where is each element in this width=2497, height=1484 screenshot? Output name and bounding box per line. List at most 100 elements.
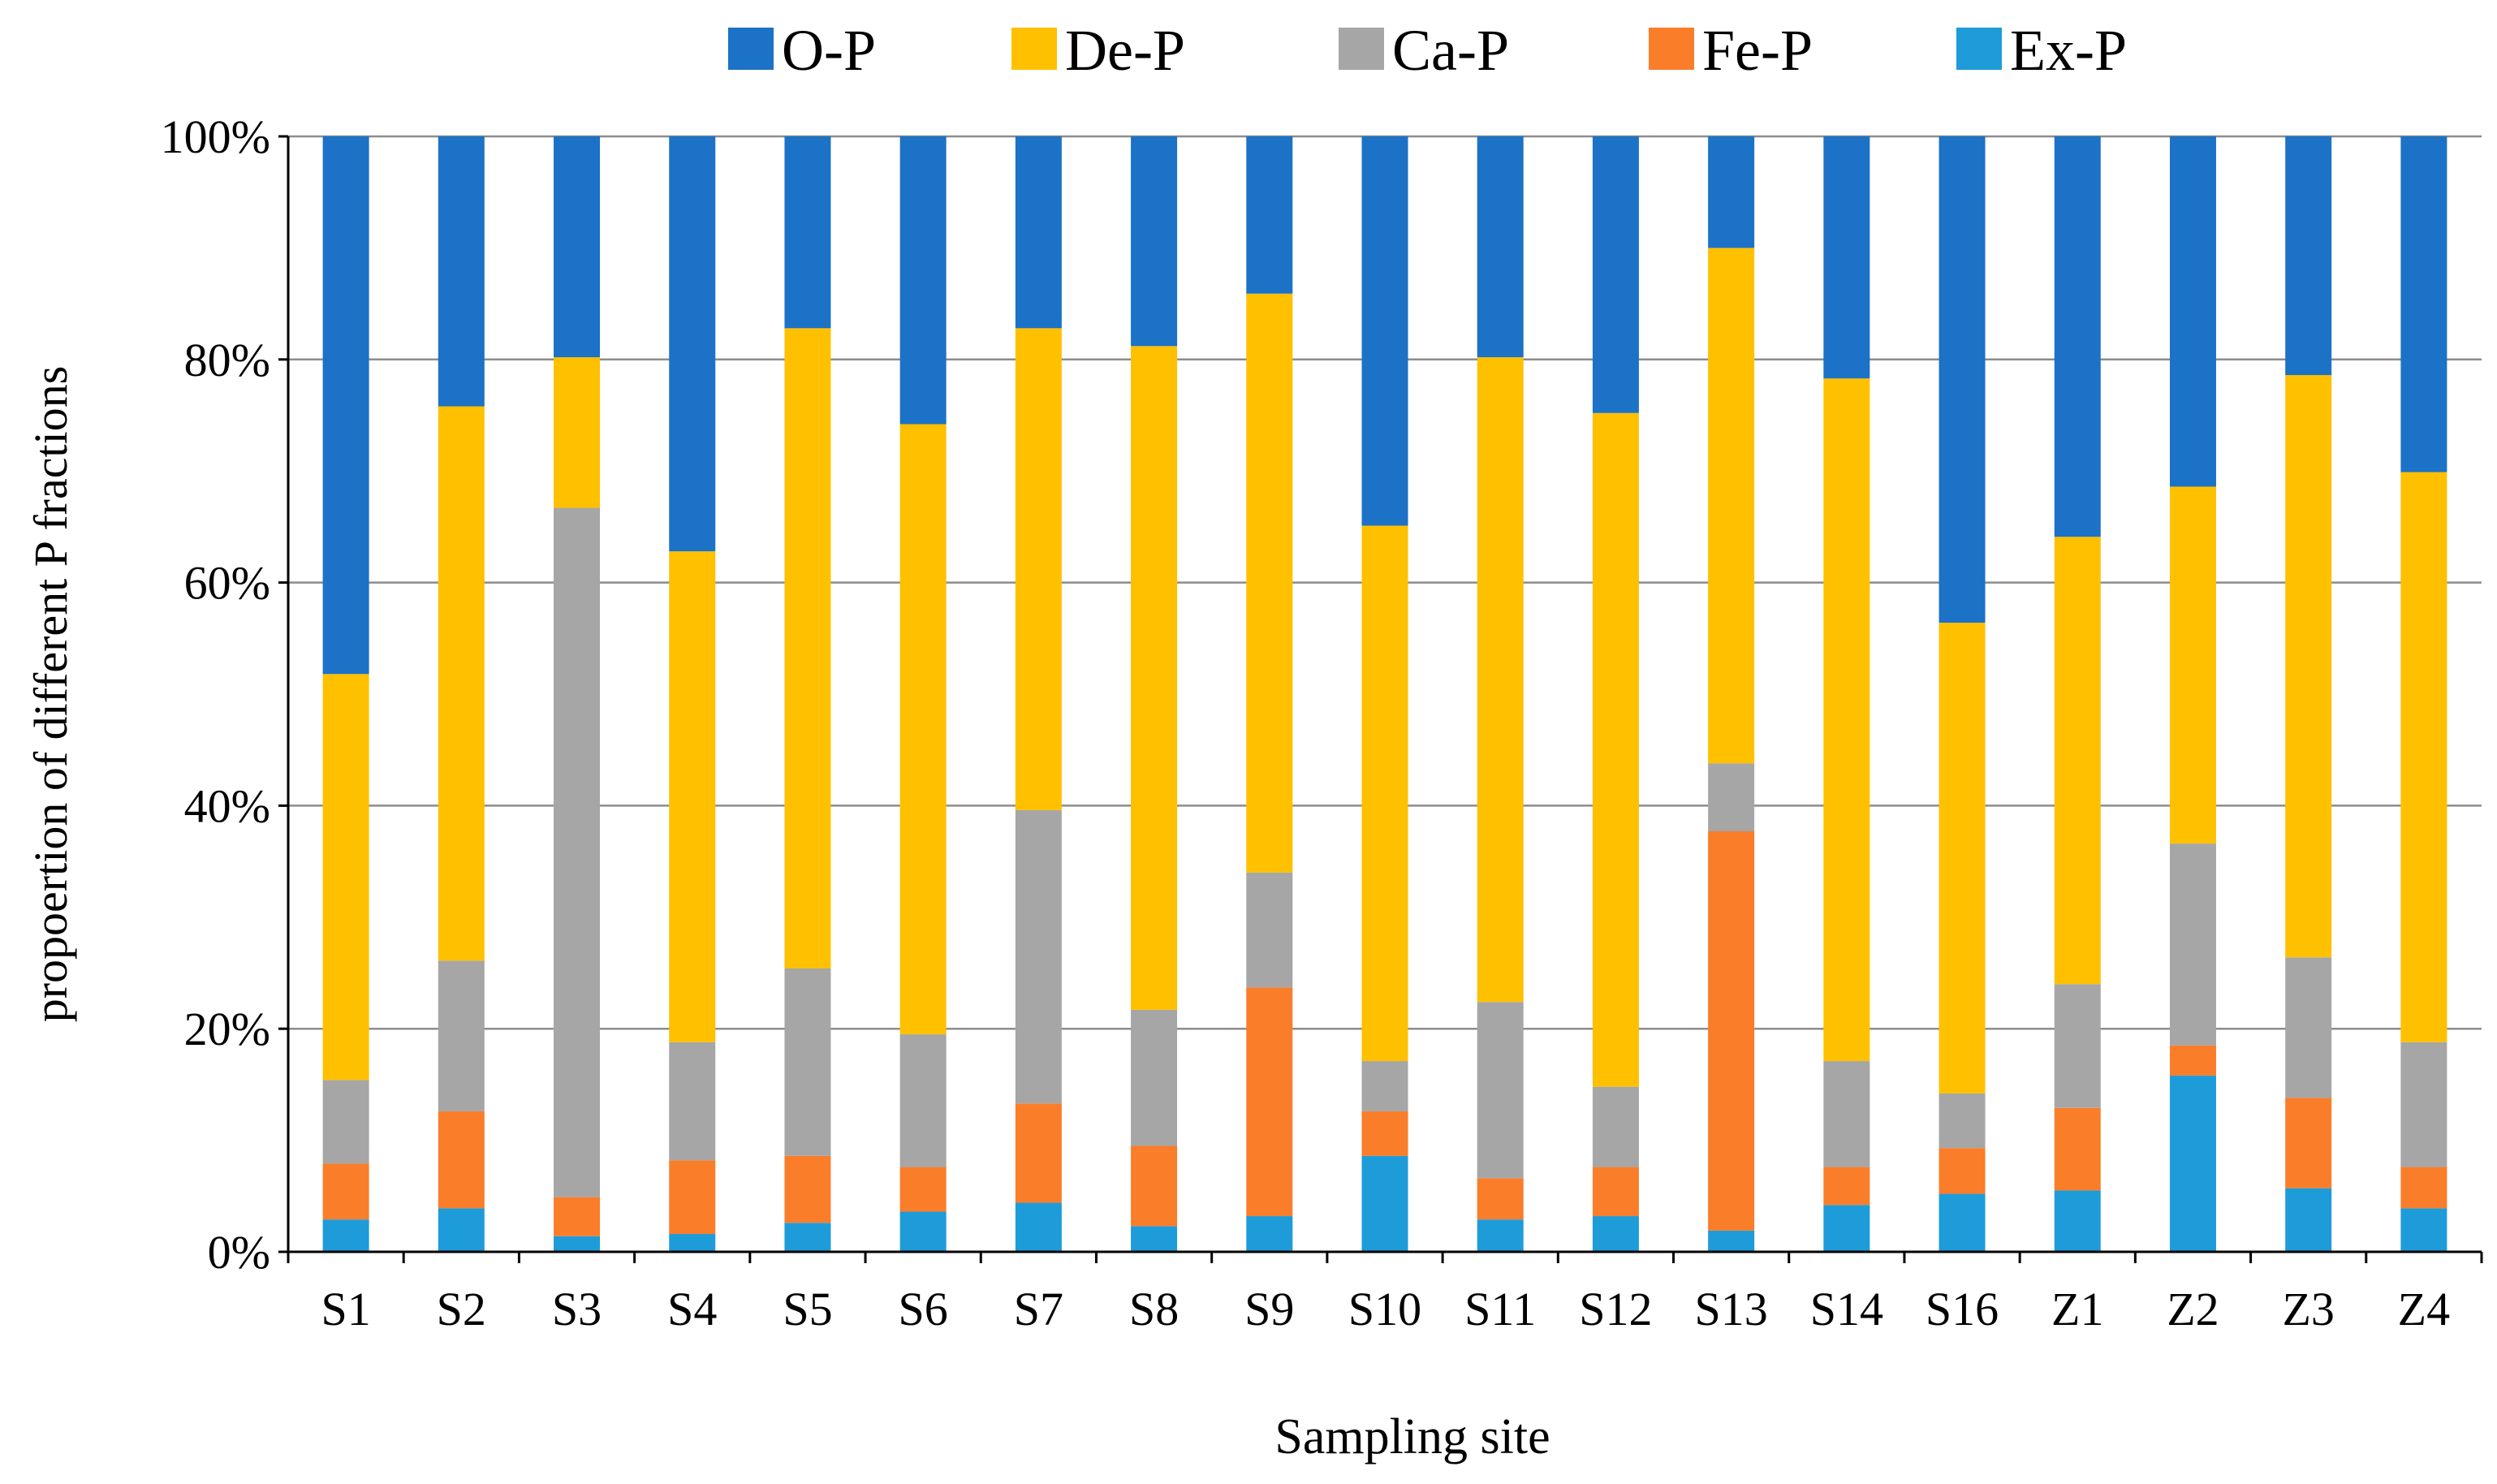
bar-segment-fe-p-s9 (1246, 987, 1293, 1217)
bar-segment-o-p-z1 (2054, 136, 2101, 537)
x-tick-label: Z4 (2398, 1283, 2450, 1335)
bar-segment-ca-p-s2 (438, 960, 485, 1111)
bar-segment-ca-p-s5 (784, 968, 831, 1156)
bar-segment-o-p-s11 (1477, 136, 1524, 358)
legend-swatch-o-p (728, 28, 774, 70)
bar-segment-de-p-s13 (1708, 248, 1755, 764)
bar-segment-o-p-z3 (2285, 136, 2332, 376)
x-tick-label: S4 (667, 1283, 717, 1335)
bar-segment-o-p-s12 (1592, 136, 1639, 413)
bar-segment-de-p-s11 (1477, 357, 1524, 1003)
bar-segment-ex-p-z4 (2400, 1208, 2447, 1252)
x-tick-label: S10 (1348, 1283, 1421, 1335)
bar-segment-ca-p-z3 (2285, 957, 2332, 1098)
bar-segment-ex-p-s12 (1592, 1216, 1639, 1252)
legend-label-fe-p: Fe-P (1702, 18, 1813, 83)
legend-label-ex-p: Ex-P (2010, 18, 2127, 83)
bar-segment-ex-p-s14 (1823, 1205, 1870, 1252)
bar-segment-fe-p-z1 (2054, 1107, 2101, 1191)
bar-segment-de-p-s7 (1015, 328, 1062, 810)
bar-segment-de-p-s10 (1361, 525, 1408, 1062)
legend-swatch-de-p (1011, 28, 1057, 70)
bar-segment-ex-p-s8 (1131, 1226, 1178, 1252)
bar-segment-ca-p-s10 (1361, 1061, 1408, 1111)
bar-segment-de-p-s16 (1939, 623, 1986, 1094)
legend-swatch-fe-p (1649, 28, 1694, 70)
x-tick-label: S16 (1926, 1283, 1999, 1335)
x-tick-label: Z2 (2167, 1283, 2219, 1335)
bar-segment-ex-p-z1 (2054, 1190, 2101, 1252)
bar-segment-ca-p-s4 (669, 1042, 716, 1161)
bar-segment-ex-p-s2 (438, 1208, 485, 1252)
bar-segment-fe-p-s3 (554, 1197, 601, 1236)
bar-segment-o-p-s7 (1015, 136, 1062, 329)
bar-segment-o-p-s5 (784, 136, 831, 329)
bar-segment-o-p-z2 (2169, 136, 2216, 487)
bar-segment-fe-p-z2 (2169, 1045, 2216, 1076)
bar-segment-de-p-s4 (669, 551, 716, 1042)
bar-segment-ca-p-s14 (1823, 1061, 1870, 1167)
bar-segment-de-p-z3 (2285, 375, 2332, 958)
bar-segment-de-p-s1 (322, 674, 369, 1081)
x-tick-label: S14 (1810, 1283, 1883, 1335)
bar-segment-ca-p-s13 (1708, 763, 1755, 832)
bar-segment-o-p-s1 (322, 136, 369, 675)
bar-segment-ca-p-s6 (899, 1034, 947, 1167)
bar-segment-fe-p-s10 (1361, 1111, 1408, 1156)
bar-segment-de-p-s6 (899, 424, 947, 1035)
bar-segment-de-p-s9 (1246, 293, 1293, 873)
x-tick-label: S2 (437, 1283, 486, 1335)
legend-label-de-p: De-P (1065, 18, 1185, 83)
legend-swatch-ex-p (1956, 28, 2002, 70)
bar-segment-de-p-z4 (2400, 472, 2447, 1042)
x-tick-label: S6 (899, 1283, 948, 1335)
bar-segment-ex-p-s4 (669, 1234, 716, 1252)
x-tick-label: S7 (1014, 1283, 1063, 1335)
x-tick-label: S9 (1244, 1283, 1294, 1335)
y-tick-label: 20% (184, 1003, 270, 1055)
bar-segment-ex-p-s16 (1939, 1193, 1986, 1252)
bar-segment-de-p-s12 (1592, 412, 1639, 1087)
bar-segment-fe-p-s1 (322, 1163, 369, 1220)
bar-segment-ex-p-z2 (2169, 1075, 2216, 1252)
bar-segment-fe-p-s5 (784, 1155, 831, 1223)
x-tick-label: S11 (1464, 1283, 1536, 1335)
bar-segment-ca-p-s8 (1131, 1009, 1178, 1146)
bar-segment-de-p-s2 (438, 406, 485, 961)
bar-segment-ex-p-s5 (784, 1223, 831, 1252)
bar-segment-o-p-s14 (1823, 136, 1870, 379)
bar-segment-o-p-s3 (554, 136, 601, 358)
legend: O-P De-P Ca-P Fe-P Ex-P (728, 18, 2127, 83)
bar-segment-fe-p-s14 (1823, 1167, 1870, 1206)
bar-segment-o-p-s2 (438, 136, 485, 407)
y-tick-label: 40% (184, 779, 270, 832)
bar-segment-fe-p-s4 (669, 1160, 716, 1235)
y-axis-title: propoertion of different P fractions (24, 366, 77, 1023)
bar-segment-o-p-s16 (1939, 136, 1986, 623)
bar-segment-fe-p-s13 (1708, 831, 1755, 1231)
bar-segment-fe-p-s7 (1015, 1103, 1062, 1203)
bar-segment-ca-p-z1 (2054, 984, 2101, 1108)
bar-segment-de-p-z1 (2054, 537, 2101, 985)
bar-segment-de-p-s8 (1131, 346, 1178, 1010)
bar-segment-de-p-s5 (784, 328, 831, 969)
bar-segment-ca-p-s9 (1246, 872, 1293, 988)
bar-segment-ca-p-s7 (1015, 809, 1062, 1104)
axes: 0% 20% 40% 60% 80% 100% S1 S2 S3 S4 S5 S6 S7 S8 S9 S10 S… (161, 110, 2483, 1335)
bar-segment-o-p-s13 (1708, 136, 1755, 248)
bar-segment-fe-p-s6 (899, 1167, 947, 1212)
x-tick-label: S3 (552, 1283, 602, 1335)
bar-segment-ex-p-s6 (899, 1211, 947, 1252)
legend-label-o-p: O-P (782, 18, 876, 83)
bars (322, 136, 2447, 1252)
bar-segment-o-p-s9 (1246, 136, 1293, 294)
legend-label-ca-p: Ca-P (1392, 18, 1509, 83)
bar-segment-fe-p-s12 (1592, 1167, 1639, 1217)
bar-segment-fe-p-z3 (2285, 1098, 2332, 1188)
bar-segment-o-p-s8 (1131, 136, 1178, 347)
bar-segment-ca-p-z4 (2400, 1042, 2447, 1167)
bar-segment-o-p-s6 (899, 136, 947, 425)
y-tick-label: 80% (184, 334, 270, 386)
x-tick-label: Z3 (2282, 1283, 2334, 1335)
